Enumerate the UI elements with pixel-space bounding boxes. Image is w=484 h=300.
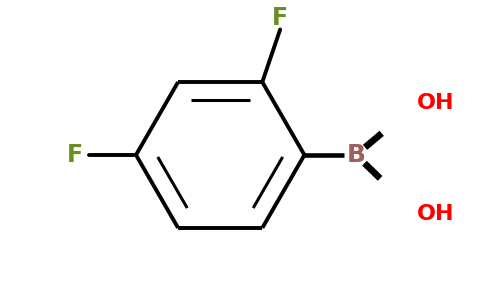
Text: F: F	[66, 143, 83, 167]
Text: OH: OH	[417, 204, 455, 224]
Text: OH: OH	[417, 93, 455, 113]
Text: F: F	[272, 6, 288, 30]
Text: B: B	[347, 143, 365, 167]
